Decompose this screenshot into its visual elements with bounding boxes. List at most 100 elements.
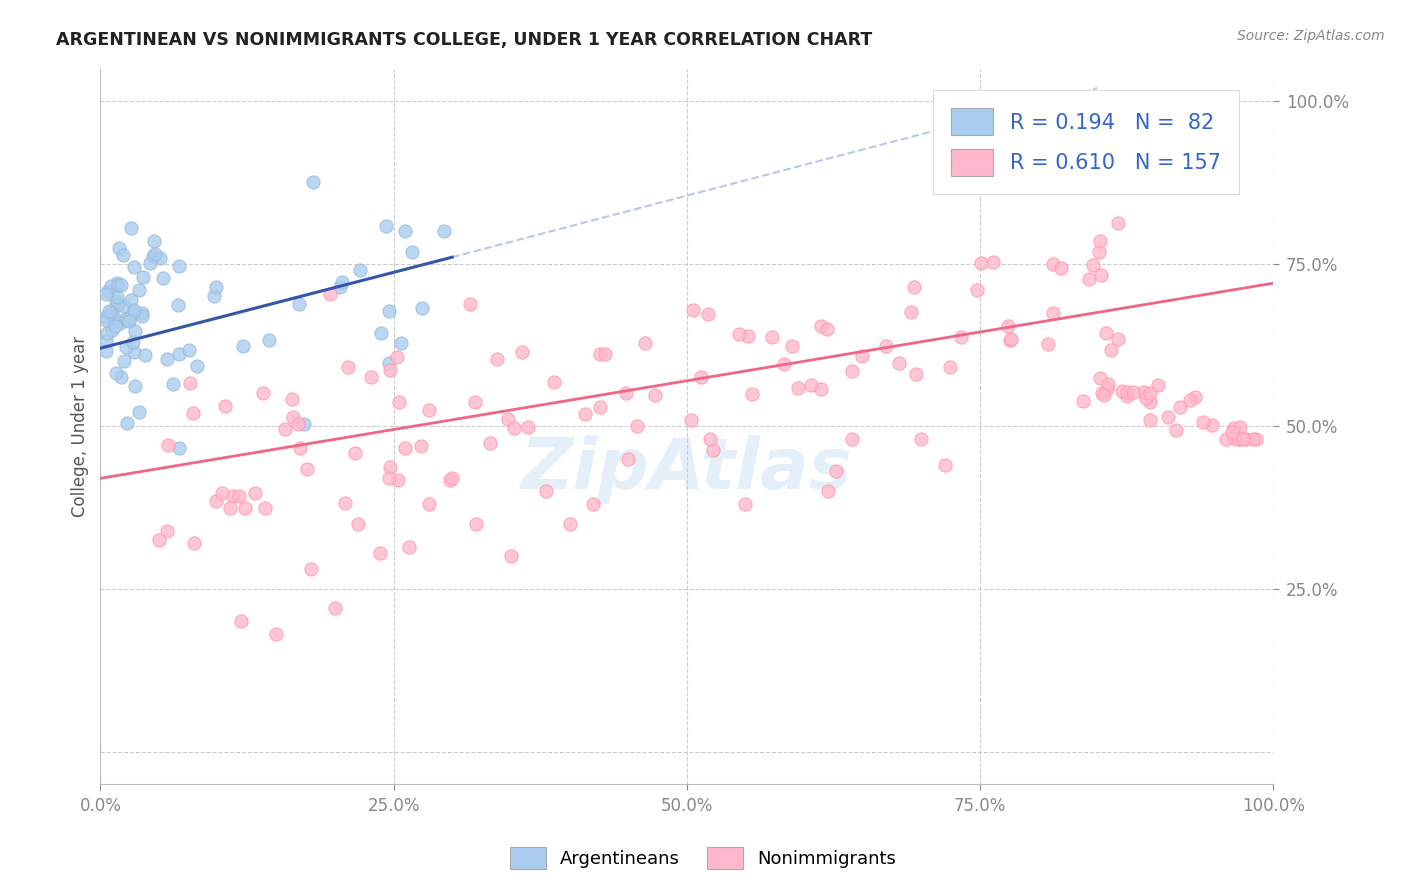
Point <box>1139 394 1161 409</box>
Point <box>333 496 356 510</box>
Point <box>186 359 208 374</box>
Point <box>1184 390 1206 404</box>
Point <box>388 394 411 409</box>
Point <box>1226 432 1249 446</box>
Point <box>1071 394 1094 409</box>
Point <box>218 500 240 515</box>
Point <box>157 438 180 452</box>
Point <box>101 315 124 329</box>
Point <box>122 345 145 359</box>
Point <box>385 350 408 364</box>
Point <box>229 615 252 629</box>
Point <box>301 175 323 189</box>
Point <box>1222 431 1244 445</box>
Point <box>120 293 142 308</box>
Point <box>205 280 228 294</box>
Point <box>1111 384 1133 399</box>
Point <box>1049 260 1071 275</box>
Point <box>889 356 911 370</box>
Point <box>121 306 143 320</box>
Point <box>543 376 565 390</box>
Point <box>96 287 118 301</box>
Point <box>117 314 139 328</box>
Point <box>169 347 191 361</box>
Point <box>179 376 201 390</box>
Point <box>1234 432 1257 446</box>
Point <box>534 484 557 499</box>
Point <box>111 248 134 262</box>
Point <box>105 290 128 304</box>
Point <box>464 516 486 531</box>
Point <box>950 330 973 344</box>
Point <box>1036 336 1059 351</box>
Legend: R = 0.194   N =  82, R = 0.610   N = 157: R = 0.194 N = 82, R = 0.610 N = 157 <box>932 90 1240 194</box>
Point <box>1107 332 1129 346</box>
Text: Source: ZipAtlas.com: Source: ZipAtlas.com <box>1237 29 1385 43</box>
Point <box>810 382 832 396</box>
Point <box>97 285 120 299</box>
Point <box>1229 432 1251 446</box>
Legend: Argentineans, Nonimmigrants: Argentineans, Nonimmigrants <box>501 838 905 879</box>
Point <box>574 407 596 421</box>
Point <box>104 293 127 308</box>
Point <box>486 351 509 366</box>
Point <box>626 418 648 433</box>
Point <box>1099 343 1122 357</box>
Point <box>1042 257 1064 271</box>
Point <box>905 368 928 382</box>
Point <box>1241 432 1264 446</box>
Point <box>100 278 122 293</box>
Y-axis label: College, Under 1 year: College, Under 1 year <box>72 335 89 516</box>
Point <box>273 422 295 436</box>
Point <box>152 271 174 285</box>
Point <box>112 313 135 327</box>
Point <box>329 280 352 294</box>
Point <box>143 247 166 261</box>
Point <box>589 347 612 361</box>
Point <box>177 343 200 357</box>
Point <box>411 301 433 315</box>
Point <box>243 486 266 500</box>
Point <box>1088 245 1111 260</box>
Point <box>997 318 1019 333</box>
Point <box>131 305 153 319</box>
Point <box>418 497 440 511</box>
Point <box>378 356 401 370</box>
Point <box>499 549 522 564</box>
Point <box>1132 384 1154 399</box>
Point <box>441 471 464 485</box>
Point <box>228 489 250 503</box>
Point <box>411 439 433 453</box>
Point <box>1223 420 1246 434</box>
Point <box>167 297 190 311</box>
Point <box>288 442 311 456</box>
Text: ZipAtlas: ZipAtlas <box>522 434 852 504</box>
Point <box>349 262 371 277</box>
Point <box>998 333 1021 347</box>
Point <box>112 353 135 368</box>
Point <box>1168 400 1191 414</box>
Point <box>330 275 353 289</box>
Point <box>1078 272 1101 286</box>
Point <box>614 386 637 401</box>
Point <box>800 378 823 392</box>
Point <box>319 287 342 301</box>
Point <box>380 460 402 475</box>
Point <box>1107 216 1129 230</box>
Point <box>934 458 956 473</box>
Point <box>479 435 502 450</box>
Point <box>181 406 204 420</box>
Point <box>1081 258 1104 272</box>
Point <box>128 405 150 419</box>
Point <box>167 441 190 455</box>
Point <box>780 338 803 352</box>
Point <box>841 432 863 446</box>
Point <box>1157 410 1180 425</box>
Point <box>1116 385 1139 400</box>
Point <box>323 601 346 615</box>
Point <box>1088 370 1111 384</box>
Point <box>617 451 640 466</box>
Point <box>1095 382 1118 396</box>
Point <box>734 497 756 511</box>
Point <box>1215 432 1237 446</box>
